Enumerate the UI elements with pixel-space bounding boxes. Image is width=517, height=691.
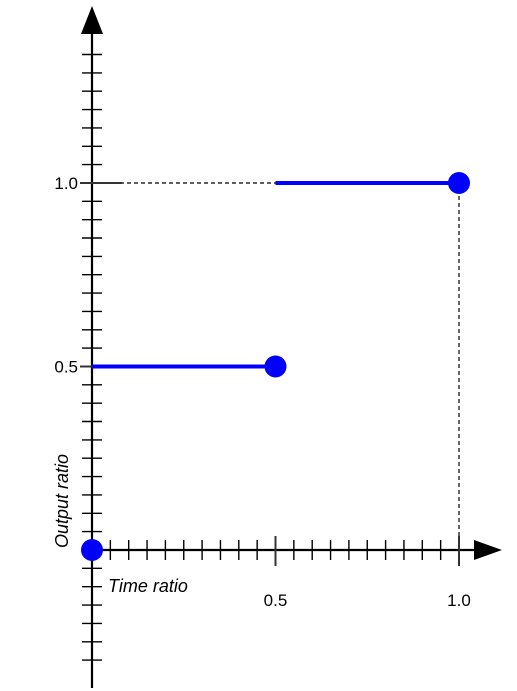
axes xyxy=(81,6,502,688)
x-tick-label: 0.5 xyxy=(264,591,288,610)
series xyxy=(81,172,470,561)
x-tick-label: 1.0 xyxy=(447,591,471,610)
y-tick-label: 1.0 xyxy=(54,174,78,193)
x-axis-title: Time ratio xyxy=(108,576,188,596)
x-axis-arrow xyxy=(474,540,502,560)
data-point xyxy=(81,539,103,561)
guide-lines xyxy=(92,182,460,550)
y-axis-arrow xyxy=(81,6,103,34)
y-tick-label: 0.5 xyxy=(54,358,78,377)
data-point xyxy=(448,172,470,194)
labels: 0.5 1.0 0.5 1.0 Time ratio Output ratio xyxy=(52,174,471,610)
y-axis-title: Output ratio xyxy=(52,454,72,548)
data-point xyxy=(264,355,287,378)
